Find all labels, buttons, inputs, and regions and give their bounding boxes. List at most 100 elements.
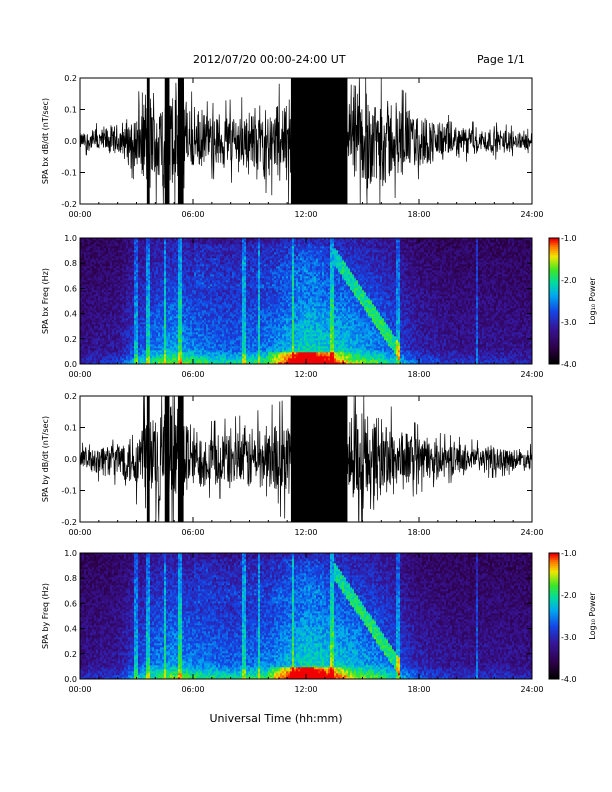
heatmap-cell [146, 318, 149, 321]
heatmap-cell [122, 280, 125, 283]
heatmap-cell [120, 342, 123, 345]
heatmap-cell [108, 348, 111, 351]
heatmap-cell [206, 336, 209, 339]
heatmap-cell [98, 352, 101, 355]
heatmap-cell [178, 290, 181, 293]
heatmap-cell [206, 300, 209, 303]
heatmap-cell [224, 328, 227, 331]
heatmap-cell [234, 262, 237, 265]
heatmap-cell [116, 298, 119, 301]
heatmap-cell [222, 330, 225, 333]
heatmap-cell [236, 352, 239, 355]
heatmap-cell [126, 312, 129, 315]
heatmap-cell [172, 312, 175, 315]
heatmap-cell [176, 244, 179, 247]
heatmap-cell [220, 304, 223, 307]
heatmap-cell [136, 280, 139, 283]
heatmap-cell [142, 244, 145, 247]
heatmap-cell [100, 362, 103, 365]
heatmap-cell [84, 314, 87, 317]
heatmap-cell [178, 336, 181, 339]
heatmap-cell [164, 296, 167, 299]
heatmap-cell [232, 338, 235, 341]
heatmap-cell [96, 296, 99, 299]
heatmap-cell [160, 240, 163, 243]
heatmap-cell [102, 338, 105, 341]
heatmap-cell [122, 338, 125, 341]
heatmap-cell [160, 304, 163, 307]
heatmap-cell [140, 250, 143, 253]
heatmap-cell [88, 302, 91, 305]
heatmap-cell [178, 332, 181, 335]
heatmap-cell [162, 268, 165, 271]
heatmap-cell [104, 328, 107, 331]
heatmap-cell [166, 344, 169, 347]
heatmap-cell [130, 358, 133, 361]
heatmap-cell [198, 252, 201, 255]
heatmap-cell [216, 240, 219, 243]
heatmap-cell [120, 304, 123, 307]
heatmap-cell [182, 352, 185, 355]
heatmap-cell [180, 360, 183, 363]
heatmap-cell [100, 296, 103, 299]
heatmap-cell [120, 266, 123, 269]
heatmap-cell [134, 290, 137, 293]
heatmap-cell [104, 342, 107, 345]
heatmap-cell [208, 328, 211, 331]
heatmap-cell [94, 278, 97, 281]
heatmap-cell [128, 282, 131, 285]
heatmap-cell [172, 238, 175, 241]
heatmap-cell [212, 252, 215, 255]
heatmap-cell [94, 314, 97, 317]
heatmap-cell [190, 322, 193, 325]
heatmap-cell [80, 344, 83, 347]
heatmap-cell [204, 328, 207, 331]
heatmap-cell [92, 274, 95, 277]
heatmap-cell [188, 298, 191, 301]
heatmap-cell [186, 248, 189, 251]
heatmap-cell [180, 326, 183, 329]
heatmap-cell [202, 346, 205, 349]
heatmap-cell [164, 280, 167, 283]
heatmap-cell [186, 250, 189, 253]
heatmap-cell [108, 296, 111, 299]
heatmap-cell [196, 304, 199, 307]
heatmap-cell [128, 278, 131, 281]
heatmap-cell [84, 298, 87, 301]
heatmap-cell [156, 300, 159, 303]
heatmap-cell [94, 352, 97, 355]
heatmap-cell [160, 238, 163, 241]
heatmap-cell [188, 306, 191, 309]
heatmap-cell [96, 262, 99, 265]
heatmap-cell [164, 322, 167, 325]
heatmap-cell [80, 272, 83, 275]
heatmap-cell [218, 262, 221, 265]
heatmap-cell [164, 350, 167, 353]
heatmap-cell [174, 280, 177, 283]
heatmap-cell [142, 318, 145, 321]
heatmap-cell [208, 302, 211, 305]
heatmap-cell [128, 326, 131, 329]
heatmap-cell [198, 314, 201, 317]
heatmap-cell [164, 330, 167, 333]
heatmap-cell [126, 306, 129, 309]
heatmap-cell [112, 262, 115, 265]
heatmap-cell [116, 284, 119, 287]
heatmap-cell [134, 340, 137, 343]
heatmap-cell [130, 282, 133, 285]
heatmap-cell [86, 322, 89, 325]
heatmap-cell [140, 264, 143, 267]
heatmap-cell [204, 246, 207, 249]
heatmap-cell [164, 274, 167, 277]
heatmap-cell [224, 264, 227, 267]
heatmap-cell [206, 318, 209, 321]
heatmap-cell [182, 304, 185, 307]
heatmap-cell [148, 336, 151, 339]
heatmap-cell [122, 350, 125, 353]
heatmap-cell [108, 284, 111, 287]
heatmap-cell [124, 306, 127, 309]
heatmap-cell [164, 336, 167, 339]
heatmap-cell [116, 334, 119, 337]
heatmap-cell [198, 240, 201, 243]
heatmap-cell [160, 280, 163, 283]
